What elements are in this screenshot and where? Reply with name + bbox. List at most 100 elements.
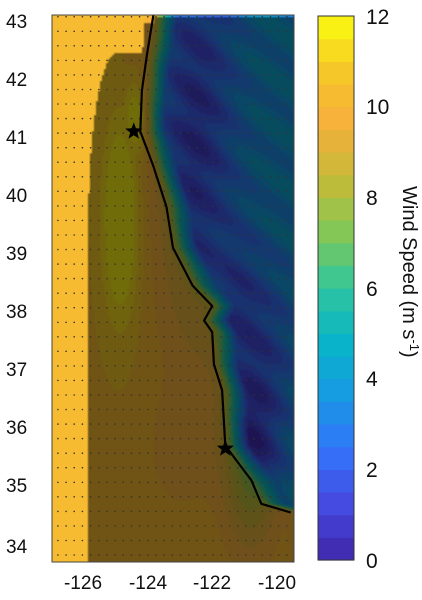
grid-point bbox=[65, 336, 67, 338]
grid-point bbox=[171, 277, 174, 280]
grid-point bbox=[122, 190, 125, 193]
grid-point bbox=[245, 248, 247, 251]
grid-point bbox=[73, 30, 75, 33]
grid-point bbox=[269, 59, 272, 62]
grid-point bbox=[196, 161, 198, 163]
grid-point bbox=[245, 45, 247, 47]
grid-point bbox=[114, 365, 116, 367]
grid-point bbox=[155, 466, 157, 469]
grid-point bbox=[122, 59, 125, 62]
grid-point bbox=[81, 30, 84, 33]
grid-point bbox=[179, 176, 182, 178]
grid-point bbox=[147, 394, 149, 396]
grid-point bbox=[269, 132, 272, 134]
grid-point bbox=[253, 45, 255, 47]
grid-point bbox=[65, 263, 67, 265]
colorbar-swatch bbox=[318, 378, 354, 402]
grid-point bbox=[73, 306, 75, 309]
grid-point bbox=[106, 423, 108, 425]
grid-point bbox=[269, 496, 272, 498]
grid-point bbox=[261, 117, 264, 120]
grid-point bbox=[171, 481, 174, 484]
grid-point bbox=[187, 146, 190, 149]
grid-point bbox=[122, 277, 125, 280]
grid-point bbox=[73, 379, 75, 382]
grid-point bbox=[138, 306, 141, 309]
grid-point bbox=[138, 408, 141, 411]
grid-point bbox=[253, 437, 255, 440]
grid-point bbox=[204, 423, 206, 425]
grid-point bbox=[261, 30, 264, 33]
grid-point bbox=[187, 117, 190, 120]
grid-point bbox=[187, 190, 190, 193]
grid-point bbox=[220, 481, 223, 484]
grid-point bbox=[187, 510, 190, 513]
grid-point bbox=[163, 15, 165, 18]
grid-point bbox=[187, 132, 190, 134]
grid-point bbox=[138, 452, 141, 455]
grid-point bbox=[81, 263, 84, 265]
grid-point bbox=[277, 74, 280, 76]
grid-point bbox=[220, 539, 223, 542]
grid-point bbox=[253, 496, 255, 498]
grid-point bbox=[106, 437, 108, 440]
grid-point bbox=[65, 394, 67, 396]
grid-point bbox=[196, 423, 198, 425]
grid-point bbox=[130, 161, 133, 163]
grid-point bbox=[245, 350, 247, 353]
colorbar-frame bbox=[317, 15, 355, 561]
grid-point bbox=[261, 161, 264, 163]
colorbar-swatch bbox=[318, 310, 354, 334]
grid-point bbox=[57, 554, 59, 556]
grid-point bbox=[98, 525, 100, 527]
colorbar-swatch bbox=[318, 333, 354, 357]
grid-point bbox=[253, 190, 255, 193]
grid-point bbox=[196, 103, 198, 105]
grid-point bbox=[212, 117, 214, 120]
grid-point bbox=[245, 321, 247, 324]
grid-point bbox=[163, 481, 165, 484]
grid-point bbox=[212, 248, 214, 251]
grid-point bbox=[286, 321, 288, 324]
grid-point bbox=[171, 336, 174, 338]
grid-point bbox=[253, 103, 255, 105]
grid-point bbox=[89, 365, 92, 367]
grid-point bbox=[122, 336, 125, 338]
grid-point bbox=[130, 365, 133, 367]
grid-point bbox=[122, 365, 125, 367]
grid-point bbox=[81, 15, 84, 18]
grid-point bbox=[237, 466, 239, 469]
grid-point bbox=[155, 30, 157, 33]
grid-point bbox=[98, 161, 100, 163]
grid-point bbox=[147, 554, 149, 556]
grid-point bbox=[122, 103, 125, 105]
grid-point bbox=[204, 437, 206, 440]
colorbar-tick-label: 0 bbox=[366, 550, 378, 573]
grid-point bbox=[228, 554, 231, 556]
grid-point bbox=[204, 277, 206, 280]
grid-point bbox=[89, 15, 92, 18]
grid-point bbox=[196, 408, 198, 411]
grid-point bbox=[114, 132, 116, 134]
grid-point bbox=[212, 292, 214, 295]
grid-point bbox=[81, 103, 84, 105]
grid-point bbox=[220, 379, 223, 382]
grid-point bbox=[122, 292, 125, 295]
grid-point bbox=[220, 146, 223, 149]
grid-point bbox=[155, 321, 157, 324]
x-tick-label: -120 bbox=[258, 573, 296, 594]
grid-point bbox=[163, 161, 165, 163]
grid-point bbox=[171, 176, 174, 178]
grid-point bbox=[73, 88, 75, 91]
grid-point bbox=[73, 336, 75, 338]
grid-point bbox=[57, 248, 59, 251]
x-tick-label: -124 bbox=[129, 573, 167, 594]
grid-point bbox=[114, 88, 116, 91]
grid-point bbox=[179, 365, 182, 367]
grid-point bbox=[163, 176, 165, 178]
grid-point bbox=[286, 277, 288, 280]
grid-point bbox=[253, 117, 255, 120]
grid-point bbox=[179, 466, 182, 469]
grid-point bbox=[187, 408, 190, 411]
grid-point bbox=[73, 539, 75, 542]
